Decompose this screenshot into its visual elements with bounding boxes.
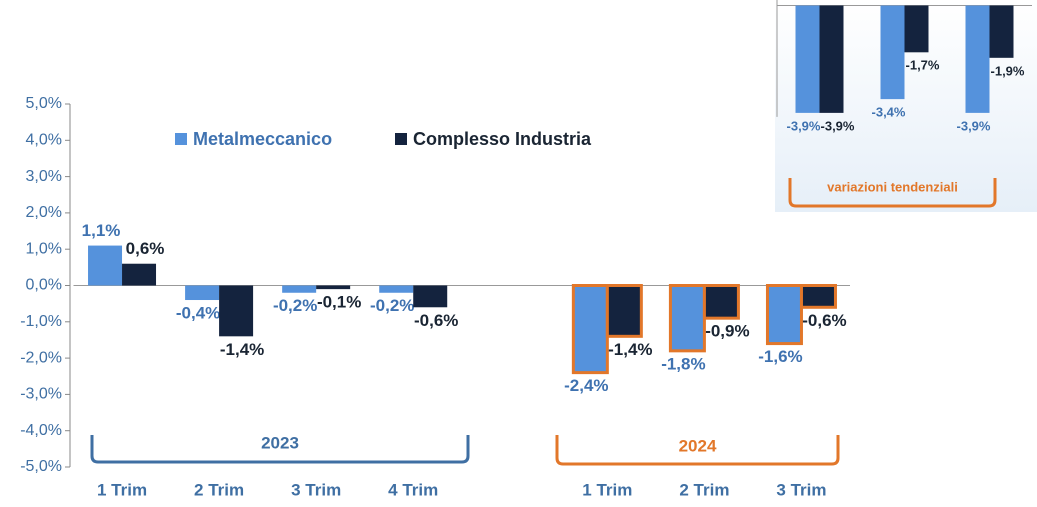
legend-label: Metalmeccanico [193, 129, 332, 149]
bar [316, 285, 351, 290]
data-label: -3,9% [957, 118, 991, 133]
y-tick-label: -1,0% [20, 313, 62, 330]
legend-label: Complesso Industria [413, 129, 592, 149]
data-label: -3,4% [872, 105, 906, 120]
legend-swatch [395, 133, 407, 145]
annotation: 2024 [679, 436, 717, 455]
y-tick-label: -2,0% [20, 349, 62, 366]
x-tick-label: 1 Trim [97, 480, 147, 499]
y-tick-label: -3,0% [20, 386, 62, 403]
x-tick-label: 3 Trim [291, 480, 341, 499]
bar [795, 5, 820, 113]
bar [965, 5, 990, 113]
data-label: 1,1% [82, 221, 121, 240]
data-label: -0,2% [370, 296, 414, 315]
data-label: -0,2% [273, 296, 317, 315]
y-tick-label: -5,0% [20, 458, 62, 475]
bar [185, 285, 220, 301]
data-label: -1,8% [661, 354, 705, 373]
y-tick-label: 3,0% [26, 168, 62, 185]
bar [122, 263, 157, 286]
y-tick-label: 2,0% [26, 204, 62, 221]
bar [668, 284, 706, 353]
bracket [90, 435, 470, 464]
data-label: -0,6% [802, 311, 846, 330]
data-label: -1,4% [608, 340, 652, 359]
data-label: -1,9% [991, 63, 1025, 78]
x-tick-label: 2 Trim [194, 480, 244, 499]
bar [702, 284, 740, 320]
data-label: -1,7% [906, 58, 940, 73]
bar [605, 284, 643, 338]
data-label: -0,9% [705, 322, 749, 341]
bar [88, 245, 123, 286]
bar [413, 285, 448, 308]
data-label: 0,6% [126, 239, 165, 258]
annotation: variazioni tendenziali [827, 179, 958, 194]
data-label: -0,4% [176, 304, 220, 323]
y-tick-label: 5,0% [26, 95, 62, 112]
bar [819, 5, 844, 113]
y-tick-label: 1,0% [26, 240, 62, 257]
bar [989, 5, 1014, 58]
y-tick-label: -4,0% [20, 422, 62, 439]
bracket [555, 435, 840, 466]
bar [799, 284, 837, 309]
data-label: -3,9% [787, 118, 821, 133]
bracket [788, 178, 997, 208]
x-tick-label: 2 Trim [679, 480, 729, 499]
y-tick-label: 4,0% [26, 132, 62, 149]
data-label: -0,1% [317, 293, 361, 312]
data-label: -1,6% [758, 347, 802, 366]
data-label: -2,4% [564, 376, 608, 395]
x-tick-label: 4 Trim [388, 480, 438, 499]
x-tick-label: 1 Trim [582, 480, 632, 499]
annotation: 2023 [261, 433, 299, 452]
bar [379, 285, 414, 293]
legend-swatch [175, 133, 187, 145]
bar [904, 5, 929, 53]
bar [219, 285, 254, 337]
data-label: -3,9% [821, 118, 855, 133]
bar [765, 284, 803, 346]
data-label: -1,4% [220, 340, 264, 359]
x-tick-label: 3 Trim [776, 480, 826, 499]
bar [880, 5, 905, 100]
y-tick-label: 0,0% [26, 277, 62, 294]
data-label: -0,6% [414, 311, 458, 330]
bar [571, 284, 609, 375]
bar [282, 285, 317, 293]
